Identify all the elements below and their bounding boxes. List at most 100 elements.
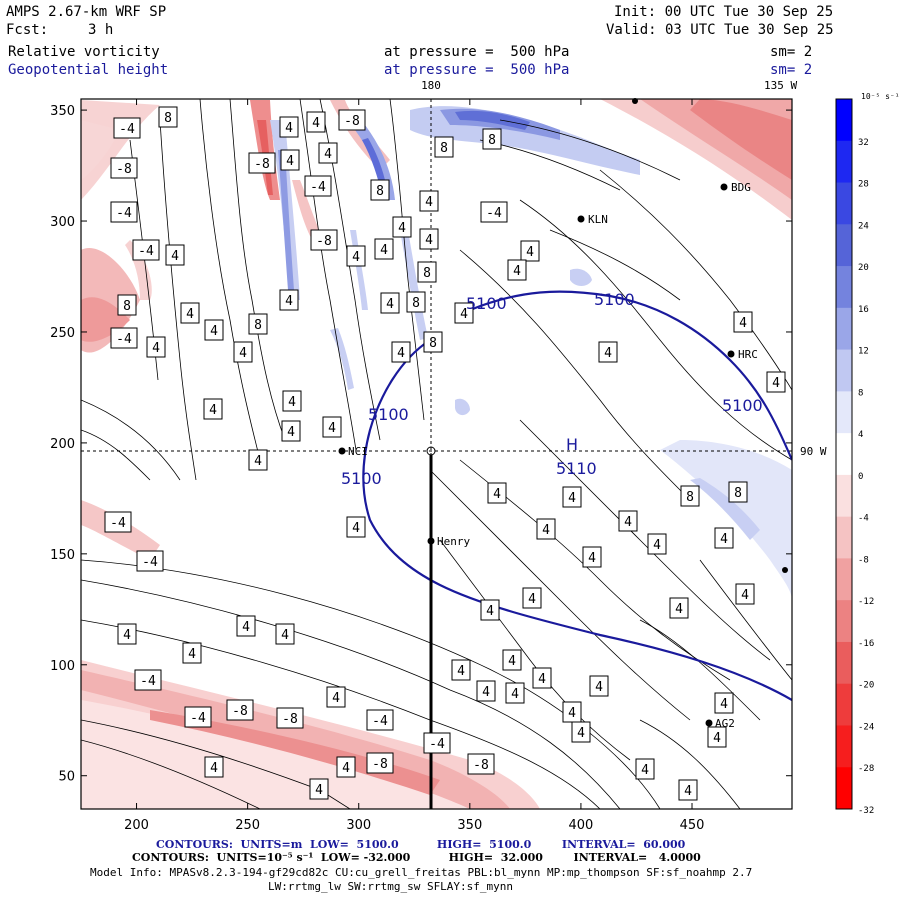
contour-value-label: 4 xyxy=(528,592,536,607)
x-tick-label: 200 xyxy=(124,818,149,833)
vorticity-contour-info: CONTOURS: UNITS=10⁻⁵ s⁻¹ LOW= -32.000 HI… xyxy=(132,851,701,864)
contour-value-box: 4 xyxy=(571,721,591,743)
y-tick-label: 100 xyxy=(50,659,75,674)
contour-value-label: -4 xyxy=(486,206,502,221)
colorbar-unit: 10⁻⁵ s⁻¹ xyxy=(861,92,900,101)
station-marker xyxy=(720,183,728,191)
colorbar-swatch xyxy=(836,433,852,476)
colorbar-label: -20 xyxy=(858,681,874,691)
contour-value-label: 8 xyxy=(440,141,448,156)
contour-value-label: 4 xyxy=(624,515,632,530)
contour-value-label: 8 xyxy=(123,299,131,314)
contour-value-box: 4 xyxy=(678,779,698,801)
contour-value-box: -4 xyxy=(136,550,164,572)
south-pole-marker xyxy=(426,446,436,456)
contour-value-label: 8 xyxy=(376,184,384,199)
contour-value-box: 4 xyxy=(562,701,582,723)
contour-value-box: 4 xyxy=(714,527,734,549)
contour-value-box: 4 xyxy=(766,371,786,393)
y-tick-label: 150 xyxy=(50,548,75,563)
contour-value-label: 4 xyxy=(342,761,350,776)
contour-value-label: 4 xyxy=(242,620,250,635)
colorbar-frame xyxy=(835,98,853,810)
y-tick-label: 300 xyxy=(50,215,75,230)
station-label: KLN xyxy=(588,213,608,226)
colorbar-label: 12 xyxy=(858,347,869,357)
contour-value-label: -4 xyxy=(116,206,132,221)
y-tick-label: 350 xyxy=(50,104,75,119)
contour-value-box: 4 xyxy=(419,190,439,212)
station-marker xyxy=(338,447,346,455)
contour-value-label: 4 xyxy=(526,245,534,260)
contour-value-label: 4 xyxy=(386,297,394,312)
contour-value-box: 4 xyxy=(165,244,185,266)
contour-value-box: -8 xyxy=(366,752,394,774)
high-pressure-letter: H xyxy=(566,435,578,454)
colorbar-label: -12 xyxy=(858,597,874,607)
contour-value-label: 4 xyxy=(287,425,295,440)
colorbar-label: 8 xyxy=(858,388,863,398)
contour-value-label: 8 xyxy=(686,490,694,505)
contour-value-box: 4 xyxy=(279,116,299,138)
contour-value-box: 4 xyxy=(419,228,439,250)
contour-value-box: 4 xyxy=(536,518,556,540)
init-time: Init: 00 UTC Tue 30 Sep 25 xyxy=(614,4,834,20)
contour-value-box: -4 xyxy=(480,201,508,223)
colorbar-label: -24 xyxy=(858,722,874,732)
contour-value-box: 4 xyxy=(233,341,253,363)
contour-value-box: 4 xyxy=(618,510,638,532)
station-label: Henry xyxy=(437,535,470,548)
contour-value-box: 8 xyxy=(248,313,268,335)
contour-value-box: -4 xyxy=(132,239,160,261)
contour-value-box: 8 xyxy=(434,136,454,158)
contour-value-label: 4 xyxy=(285,121,293,136)
contour-value-box: 4 xyxy=(336,756,356,778)
contour-value-label: 4 xyxy=(425,233,433,248)
colorbar-label: -32 xyxy=(858,806,874,816)
contour-value-label: 4 xyxy=(720,697,728,712)
x-tick-label: 350 xyxy=(457,818,482,833)
colorbar-swatch xyxy=(836,182,852,225)
contour-value-label: 4 xyxy=(493,487,501,502)
contour-value-box: 4 xyxy=(182,642,202,664)
contour-value-label: 4 xyxy=(486,604,494,619)
contour-value-box: 4 xyxy=(236,615,256,637)
contour-value-label: 4 xyxy=(772,376,780,391)
model-info: Model Info: MPASv8.2.3-194-gf29cd82c CU:… xyxy=(90,866,753,879)
station-label: AG2 xyxy=(715,717,735,730)
contour-value-box: 4 xyxy=(582,546,602,568)
colorbar-swatch xyxy=(836,767,852,810)
contour-value-label: -4 xyxy=(138,244,154,259)
y-axis-ticks: 350 300 250 200 150 100 50 xyxy=(50,104,792,785)
contour-value-label: -8 xyxy=(232,704,248,719)
station-marker xyxy=(577,215,585,223)
contour-value-box: 4 xyxy=(248,449,268,471)
height-label: 5100 xyxy=(368,405,409,424)
contour-value-label: 4 xyxy=(641,763,649,778)
station-marker xyxy=(727,350,735,358)
contour-value-label: 4 xyxy=(171,249,179,264)
contour-value-box: -4 xyxy=(104,511,132,533)
contour-value-label: 4 xyxy=(684,784,692,799)
contour-value-label: 4 xyxy=(604,346,612,361)
contour-value-label: 4 xyxy=(397,346,405,361)
contour-value-box: 4 xyxy=(326,686,346,708)
contour-value-box: 4 xyxy=(669,597,689,619)
contour-value-box: -4 xyxy=(113,117,141,139)
contour-value-box: 8 xyxy=(370,179,390,201)
contour-value-box: -4 xyxy=(423,732,451,754)
height-label: 5100 xyxy=(722,396,763,415)
contour-value-label: 4 xyxy=(457,664,465,679)
contour-value-label: 4 xyxy=(186,307,194,322)
colorbar-label: 24 xyxy=(858,221,869,231)
contour-value-label: 4 xyxy=(538,672,546,687)
contour-value-label: 4 xyxy=(577,726,585,741)
contour-value-label: 4 xyxy=(508,654,516,669)
contour-value-label: 4 xyxy=(288,395,296,410)
contour-value-label: 4 xyxy=(281,628,289,643)
station-label: NCI xyxy=(348,445,368,458)
colorbar-swatch xyxy=(836,683,852,726)
y-tick-label: 250 xyxy=(50,326,75,341)
contour-value-box: 4 xyxy=(451,659,471,681)
